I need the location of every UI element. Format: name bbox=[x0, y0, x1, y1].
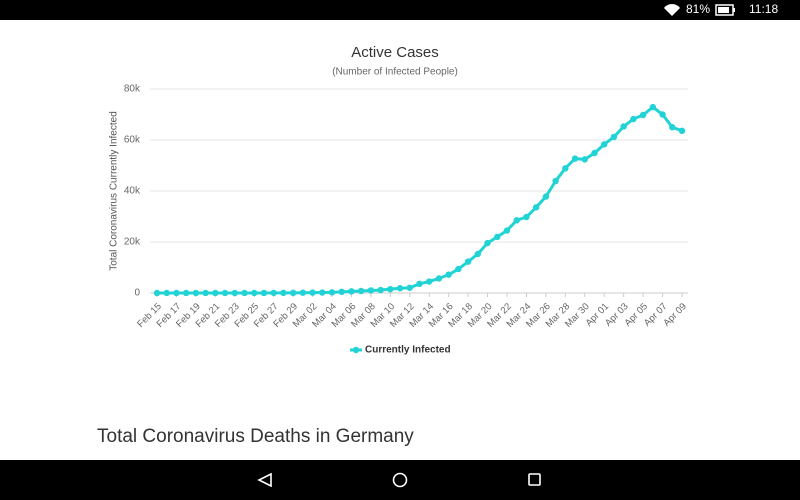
data-point bbox=[338, 288, 345, 296]
data-point bbox=[610, 133, 618, 141]
data-point bbox=[357, 287, 365, 295]
data-point bbox=[474, 250, 482, 258]
data-point bbox=[173, 289, 180, 297]
nav-bar bbox=[0, 460, 800, 500]
wifi-icon bbox=[664, 4, 680, 17]
y-tick-label: 0 bbox=[134, 288, 140, 299]
data-point bbox=[591, 149, 598, 157]
data-point bbox=[649, 103, 657, 111]
status-bar bbox=[0, 0, 800, 20]
chart-title: Active Cases bbox=[351, 44, 439, 61]
data-point bbox=[299, 289, 307, 296]
data-point bbox=[163, 289, 170, 297]
data-point bbox=[659, 111, 666, 118]
data-point bbox=[581, 156, 588, 163]
data-point bbox=[182, 289, 190, 297]
data-point bbox=[328, 289, 336, 296]
y-tick-label: 40k bbox=[124, 186, 141, 197]
data-point bbox=[494, 233, 501, 241]
data-point bbox=[221, 289, 229, 297]
data-point bbox=[251, 289, 258, 297]
chart-subtitle: (Number of Infected People) bbox=[332, 67, 458, 78]
y-tick-label: 60k bbox=[124, 135, 141, 146]
data-point bbox=[396, 285, 404, 292]
data-point bbox=[387, 285, 394, 293]
data-point bbox=[435, 275, 443, 282]
data-point bbox=[513, 217, 520, 224]
battery-percent: 81% bbox=[686, 2, 710, 16]
data-point bbox=[601, 141, 608, 148]
back-button[interactable] bbox=[257, 472, 272, 488]
data-point bbox=[678, 127, 686, 135]
data-point bbox=[562, 165, 569, 172]
recents-button[interactable] bbox=[528, 473, 541, 486]
data-point bbox=[231, 289, 238, 297]
legend-label: Currently Infected bbox=[365, 345, 451, 356]
y-tick-label: 20k bbox=[124, 237, 141, 248]
section-heading: Total Coronavirus Deaths in Germany bbox=[97, 426, 414, 447]
data-point bbox=[309, 289, 316, 296]
battery-icon bbox=[715, 4, 735, 16]
data-point bbox=[280, 289, 287, 297]
y-axis-label: Total Coronavirus Currently Infected bbox=[109, 111, 120, 271]
data-point bbox=[542, 193, 550, 200]
data-point bbox=[241, 289, 248, 297]
y-tick-label: 80k bbox=[124, 84, 141, 95]
data-point bbox=[192, 289, 200, 297]
data-point bbox=[445, 271, 452, 278]
data-point bbox=[289, 289, 297, 297]
data-point bbox=[212, 289, 219, 297]
data-point bbox=[630, 115, 637, 123]
data-point bbox=[455, 265, 462, 273]
data-point bbox=[523, 213, 530, 221]
data-point bbox=[464, 258, 472, 265]
data-point bbox=[484, 239, 491, 247]
data-point bbox=[319, 289, 326, 296]
home-button[interactable] bbox=[392, 472, 408, 488]
clock: 11:18 bbox=[749, 2, 778, 16]
data-point bbox=[348, 288, 355, 295]
data-point bbox=[260, 289, 268, 297]
data-point bbox=[416, 280, 423, 288]
data-point bbox=[406, 284, 413, 291]
data-point bbox=[552, 177, 559, 185]
data-point bbox=[426, 278, 433, 285]
data-point bbox=[153, 289, 161, 297]
data-point bbox=[270, 289, 277, 297]
data-point bbox=[620, 123, 627, 130]
data-point bbox=[669, 124, 676, 131]
data-point bbox=[532, 204, 540, 211]
data-point bbox=[367, 287, 375, 294]
legend-marker bbox=[352, 346, 360, 354]
data-point bbox=[639, 111, 647, 119]
data-point bbox=[202, 289, 209, 297]
data-point bbox=[377, 286, 384, 294]
data-point bbox=[571, 155, 579, 162]
data-point bbox=[503, 227, 511, 234]
